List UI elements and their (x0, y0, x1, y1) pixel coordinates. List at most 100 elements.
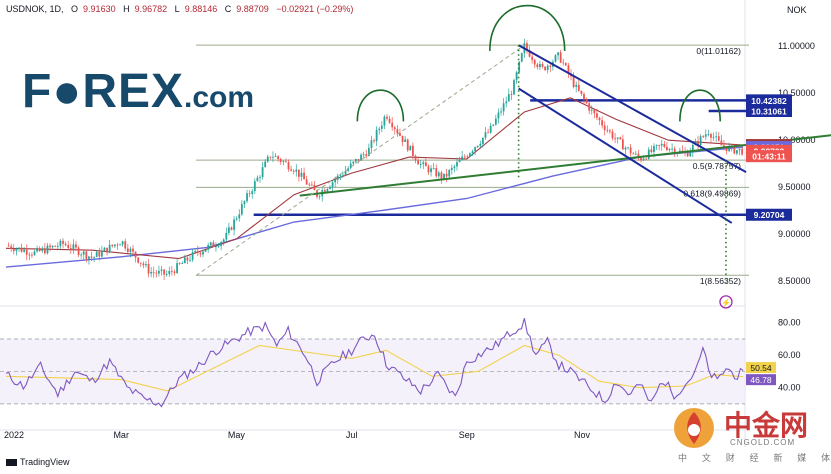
candle-body (471, 151, 474, 154)
candle-body (251, 191, 254, 194)
candle-body (199, 252, 202, 255)
candle-body (124, 241, 127, 249)
candle-body (476, 145, 479, 148)
candle-body (113, 244, 116, 247)
candle-body (145, 264, 147, 266)
candle-body (370, 140, 373, 148)
candle-body (344, 170, 347, 175)
candle-body (596, 113, 598, 118)
candle-body (41, 248, 44, 252)
candle-body (357, 159, 360, 161)
candle-body (308, 184, 311, 186)
candle-body (629, 147, 632, 154)
candle-body (269, 156, 272, 158)
candle-body (147, 264, 150, 274)
candle-body (93, 256, 96, 258)
candle-body (435, 168, 438, 177)
candle-body (733, 145, 736, 154)
price-tick-label: 11.00000 (778, 41, 815, 51)
candle-body (505, 101, 508, 104)
candle-body (668, 148, 671, 151)
candle-body (456, 162, 458, 167)
candle-body (217, 245, 220, 247)
candle-body (150, 271, 153, 274)
candle-body (274, 156, 277, 157)
ma-fast-line (5, 97, 744, 260)
candle-body (624, 147, 627, 150)
candle-body (282, 161, 285, 163)
candle-body (80, 254, 83, 256)
candle-body (342, 174, 344, 176)
candle-body (194, 250, 197, 253)
candle-body (419, 164, 422, 165)
candle-body (326, 188, 329, 192)
candle-body (590, 109, 593, 111)
candle-body (334, 179, 337, 183)
candle-body (393, 127, 396, 130)
candle-body (264, 161, 267, 168)
candle-body (336, 175, 339, 180)
candle-body (539, 63, 541, 68)
candle-body (116, 244, 119, 246)
candle-body (235, 218, 238, 220)
candle-body (240, 204, 243, 215)
candle-body (95, 251, 98, 257)
ma-slow-line (5, 146, 744, 268)
candle-body (616, 137, 619, 139)
candle-body (691, 144, 694, 152)
watermark-sub: 中 文 财 经 新 媒 体 (678, 454, 831, 464)
candle-body (7, 245, 10, 247)
candle-body (736, 150, 738, 154)
candle-body (492, 124, 495, 126)
candle-body (253, 181, 256, 192)
candle-body (297, 169, 300, 177)
candle-body (660, 143, 663, 146)
event-marker-icon[interactable] (719, 295, 733, 309)
candle-body (528, 49, 531, 57)
candle-body (723, 145, 725, 147)
candle-body (557, 52, 559, 56)
candle-body (484, 132, 487, 138)
candle-body (121, 241, 124, 245)
candle-body (248, 193, 251, 195)
candle-body (15, 248, 18, 252)
candle-body (365, 154, 368, 157)
price-tick-label: 9.00000 (778, 229, 811, 239)
candle-body (196, 250, 199, 253)
price-tick-label: 10.50000 (778, 88, 816, 98)
candle-body (515, 72, 518, 81)
candle-body (295, 169, 298, 172)
price-label-box (746, 105, 792, 118)
cngold-watermark: 中金网 CNGOLD.COM 中 文 财 经 新 媒 体 (672, 404, 830, 464)
candle-body (106, 247, 108, 253)
price-label-text: 9.20704 (754, 210, 785, 220)
candle-body (702, 136, 705, 138)
candle-body (658, 145, 661, 146)
candle-body (507, 94, 510, 102)
candle-body (580, 90, 583, 94)
candle-body (404, 139, 407, 142)
time-tick-label: Mar (113, 430, 129, 440)
candle-body (500, 111, 502, 113)
high-label: H (123, 4, 130, 14)
rsi-value-box (746, 362, 776, 374)
candle-body (474, 147, 477, 152)
watermark-en: CNGOLD.COM (730, 438, 796, 447)
candle-body (352, 161, 355, 164)
candle-body (139, 262, 142, 264)
candle-body (318, 196, 321, 198)
candle-body (430, 168, 432, 173)
candle-body (728, 146, 731, 152)
candle-body (391, 122, 394, 128)
tradingview-brand[interactable]: TradingView (6, 457, 70, 467)
candle-body (72, 244, 75, 250)
symbol-label[interactable]: USDNOK, 1D, (6, 4, 64, 14)
price-label-box (746, 150, 792, 163)
candle-body (178, 263, 181, 264)
candle-body (111, 244, 114, 247)
candle-body (546, 65, 549, 71)
candle-body (603, 125, 606, 131)
fib-level-label: 0.618(9.49869) (683, 188, 741, 198)
candle-body (18, 247, 20, 249)
